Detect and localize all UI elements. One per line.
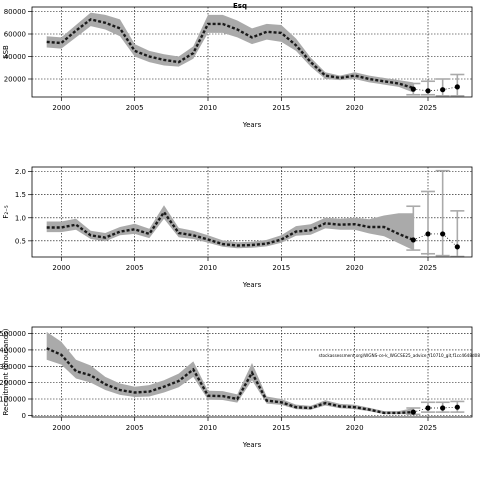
figure-title: Esq <box>233 2 247 10</box>
forecast-connector <box>442 233 458 248</box>
x-tick-label: 2000 <box>52 104 70 112</box>
x-tick-label: 2010 <box>199 424 217 432</box>
x-axis-label: Years <box>242 441 262 449</box>
x-tick-label: 2000 <box>52 264 70 272</box>
panel-f: 2000 2005 2010 2015 2020 2025 0.5 1.0 1.5 2.0 Year… <box>2 166 473 289</box>
x-tick-label: 2025 <box>419 264 437 272</box>
x-tick-label: 2015 <box>272 424 290 432</box>
forecast-point <box>410 237 416 243</box>
estimate-line <box>46 18 414 90</box>
forecast-point <box>425 405 431 411</box>
y-tick-label: 0.5 <box>15 237 26 245</box>
forecast-point <box>454 404 460 410</box>
forecast-point <box>410 86 416 92</box>
x-axis-label: Years <box>242 121 262 129</box>
confidence-band <box>46 331 414 415</box>
watermark-annotation: stockassessment.org\WGNS-ce-k_WGCSE25_ad… <box>319 353 480 358</box>
y-tick-label: 40000 <box>4 53 26 61</box>
y-tick-label: 60000 <box>4 31 26 39</box>
x-tick-label: 2025 <box>419 424 437 432</box>
y-tick-label: 400000 <box>0 346 26 354</box>
x-tick-label: 2015 <box>272 264 290 272</box>
y-tick-label: 1.5 <box>15 191 26 199</box>
x-tick-label: 2005 <box>126 104 144 112</box>
y-tick-label: 100000 <box>0 396 26 404</box>
x-tick-label: 2015 <box>272 104 290 112</box>
estimate-line <box>46 210 414 247</box>
forecast-point <box>410 409 416 415</box>
x-axis-label: Years <box>242 281 262 289</box>
x-tick-label: 2005 <box>126 424 144 432</box>
x-tick-label: 2020 <box>346 424 364 432</box>
forecast-point <box>454 244 460 250</box>
y-tick-label: 2.0 <box>15 168 26 176</box>
y-axis-label: Recruitment (thousands) <box>2 328 10 415</box>
forecast-point <box>425 88 431 94</box>
y-tick-label: 500000 <box>0 330 26 338</box>
x-tick-label: 2005 <box>126 264 144 272</box>
y-tick-label: 80000 <box>4 8 26 16</box>
forecast-point <box>440 87 446 93</box>
y-tick-label: 300000 <box>0 363 26 371</box>
x-tick-label: 2000 <box>52 424 70 432</box>
y-axis-label: F₂₋₅ <box>2 205 10 219</box>
x-tick-label: 2025 <box>419 104 437 112</box>
x-tick-label: 2020 <box>346 104 364 112</box>
forecast-point <box>425 231 431 237</box>
plot-frame <box>31 326 473 418</box>
estimate-line <box>46 347 414 415</box>
confidence-band <box>46 205 414 251</box>
plot-frame <box>31 6 473 98</box>
panel-recruitment: 2000 2005 2010 2015 2020 2025 0 100000 200000 300… <box>0 326 480 449</box>
x-tick-label: 2010 <box>199 264 217 272</box>
x-tick-label: 2010 <box>199 104 217 112</box>
panel-ssb: 2000 2005 2010 2015 2020 2025 20000 40000 60000 8… <box>2 6 473 129</box>
y-axis-label: SSB <box>2 45 10 59</box>
y-tick-label: 20000 <box>4 76 26 84</box>
y-tick-label: 1.0 <box>15 214 26 222</box>
forecast-point <box>454 84 460 90</box>
forecast-point <box>440 231 446 237</box>
y-tick-label: 0 <box>22 412 26 420</box>
plot-frame <box>31 166 473 258</box>
confidence-band <box>46 12 414 93</box>
y-tick-label: 200000 <box>0 379 26 387</box>
forecast-point <box>440 405 446 411</box>
x-tick-label: 2020 <box>346 264 364 272</box>
